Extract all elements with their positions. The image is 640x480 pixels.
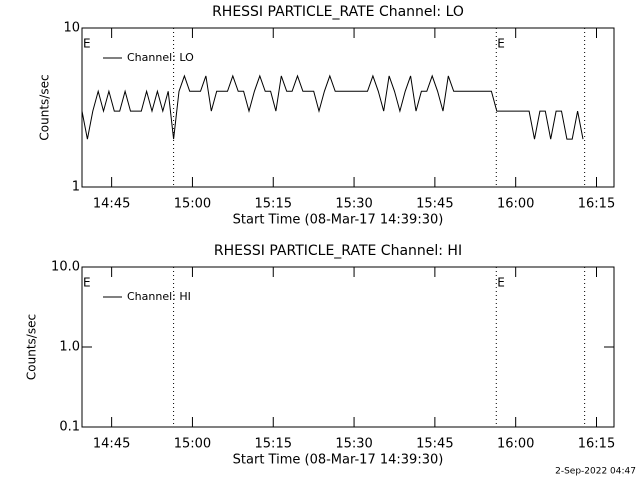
chart-title: RHESSI PARTICLE_RATE Channel: LO [212, 4, 464, 20]
legend-label: Channel: HI [127, 290, 191, 303]
event-label: E [497, 276, 505, 290]
x-tick-label: 16:00 [497, 437, 534, 452]
event-label: E [497, 37, 505, 51]
x-tick-label: 16:00 [497, 197, 534, 212]
x-tick-label: 15:30 [335, 197, 372, 212]
timestamp: 2-Sep-2022 04:47 [555, 467, 636, 477]
x-tick-label: 14:45 [93, 437, 130, 452]
y-tick-label: 1 [72, 180, 80, 195]
legend-label: Channel: LO [127, 51, 194, 64]
y-tick-label: 0.1 [59, 420, 80, 435]
x-tick-label: 15:15 [255, 197, 292, 212]
x-tick-label: 14:45 [93, 197, 130, 212]
x-tick-label: 16:15 [578, 197, 615, 212]
event-label: E [83, 37, 91, 51]
x-tick-label: 15:45 [416, 197, 453, 212]
x-axis-label: Start Time (08-Mar-17 14:39:30) [233, 453, 444, 468]
y-axis-label: Counts/sec [25, 314, 39, 380]
event-label: E [83, 276, 91, 290]
x-tick-label: 15:45 [416, 437, 453, 452]
x-tick-label: 15:15 [255, 437, 292, 452]
x-tick-label: 15:00 [174, 197, 211, 212]
x-axis-label: Start Time (08-Mar-17 14:39:30) [233, 213, 444, 228]
y-tick-label: 10 [63, 21, 80, 36]
plot-frame [81, 27, 615, 188]
data-line [81, 74, 584, 140]
y-tick-label: 1.0 [59, 340, 80, 355]
y-axis-label: Counts/sec [38, 74, 52, 140]
y-tick-label: 10.0 [51, 260, 80, 275]
x-tick-label: 16:15 [578, 437, 615, 452]
x-tick-label: 15:30 [335, 437, 372, 452]
chart-title: RHESSI PARTICLE_RATE Channel: HI [214, 243, 462, 259]
x-tick-label: 15:00 [174, 437, 211, 452]
